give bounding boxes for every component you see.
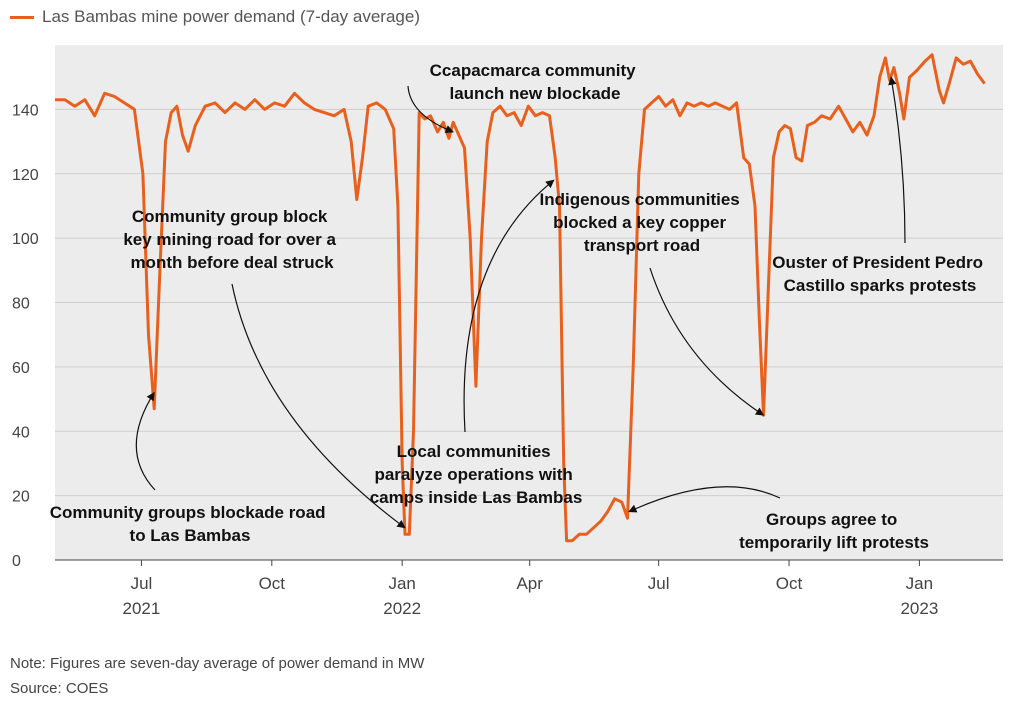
annotation-line: transport road [584,236,700,255]
y-tick-label: 20 [12,489,30,506]
annotation-arrow [231,283,406,529]
annotation-local-communities: Local communities paralyze operations wi… [370,442,583,507]
annotation-line: temporarily lift protests [739,533,929,552]
annotation-line: Community groups blockade road [50,503,326,522]
annotation-line: blocked a key copper [553,213,726,232]
annotation-arrow [463,179,555,433]
annotation-line: Community group block [132,207,328,226]
x-tick-year-label: 2023 [900,599,938,618]
annotation-line: Castillo sparks protests [784,276,977,295]
annotation-line: launch new blockade [450,84,621,103]
annotation-arrows [135,76,906,529]
x-tick-label: Jul [131,574,153,593]
annotation-line: key mining road for over a [123,230,336,249]
x-tick-label: Jul [648,574,670,593]
y-tick-label: 100 [12,231,39,248]
annotation-line: to Las Bambas [130,526,251,545]
annotation-arrow [407,85,454,134]
legend-swatch [10,15,34,19]
annotation-line: Ccapacmarca community [430,61,637,80]
annotation-arrow [649,267,765,416]
annotation-key-mining-road: Community group block key mining road fo… [123,207,340,272]
annotation-indigenous-communities: Indigenous communities blocked a key cop… [540,190,745,255]
y-tick-label: 40 [12,424,30,441]
annotation-line: camps inside Las Bambas [370,488,583,507]
annotation-arrow [628,486,781,513]
series-line [55,53,986,543]
y-tick-label: 60 [12,360,30,377]
annotation-castillo-ouster: Ouster of President Pedro Castillo spark… [772,253,987,295]
annotation-community-groups-blockade: Community groups blockade road to Las Ba… [50,503,331,545]
y-tick-label: 120 [12,167,39,184]
x-tick-label: Jan [388,574,415,593]
annotation-line: Indigenous communities [540,190,740,209]
y-tick-label: 80 [12,296,30,313]
x-tick-label: Oct [259,574,286,593]
source: Source: COES [10,680,109,697]
annotation-arrow [135,391,156,491]
y-tick-label: 140 [12,102,39,119]
note: Note: Figures are seven-day average of p… [10,655,425,672]
legend-label: Las Bambas mine power demand (7-day aver… [42,7,420,26]
y-tick-label: 0 [12,553,21,570]
series-layer [55,53,986,543]
annotation-line: Groups agree to [766,510,897,529]
x-axis: Jul 2021 Oct Jan 2022 Apr Jul Oct Jan 2023 [123,560,938,618]
annotation-line: Local communities [397,442,551,461]
annotation-line: paralyze operations with [374,465,572,484]
legend: Las Bambas mine power demand (7-day aver… [10,7,420,27]
annotation-line: Ouster of President Pedro [772,253,983,272]
x-tick-label: Apr [516,574,543,593]
x-tick-year-label: 2021 [123,599,161,618]
x-tick-label: Jan [906,574,933,593]
x-tick-year-label: 2022 [383,599,421,618]
annotation-ccapacmarca: Ccapacmarca community launch new blockad… [430,61,641,103]
x-tick-label: Oct [776,574,803,593]
annotation-line: month before deal struck [130,253,334,272]
y-axis: 0 20 40 60 80 100 120 140 [12,102,39,570]
annotation-arrow [888,76,906,244]
annotation-lift-protests: Groups agree to temporarily lift protest… [739,510,929,552]
